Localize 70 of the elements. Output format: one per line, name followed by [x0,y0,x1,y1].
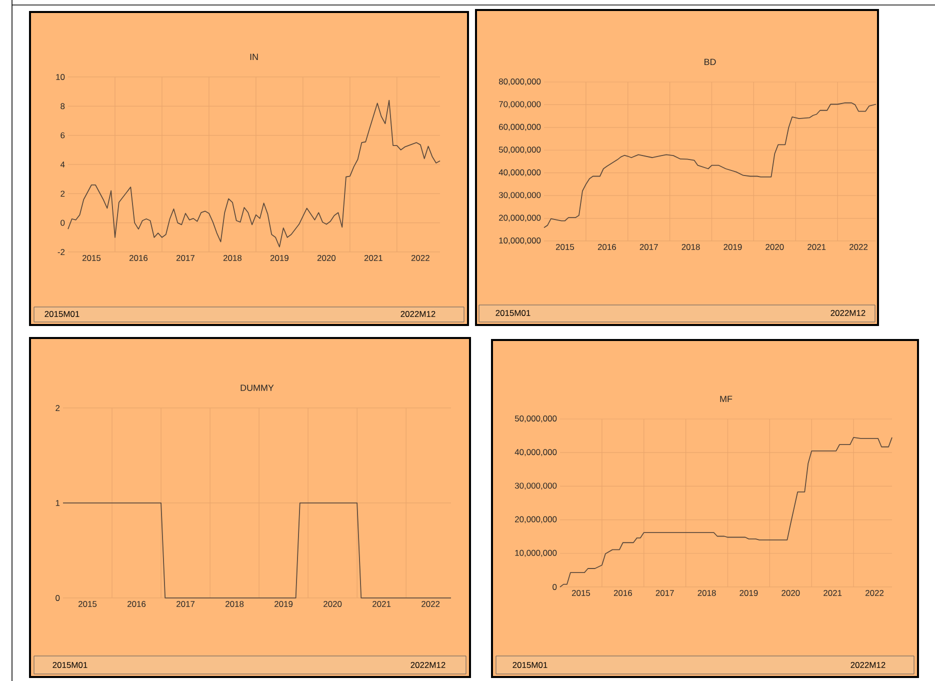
text: 2015M01 [52,662,88,668]
y-tick-label: 10,000,000 [515,550,557,557]
x-tick-label: 2021 [808,244,826,250]
y-tick-label: 1 [56,500,60,506]
y-tick-label: 4 [60,162,65,168]
line-series [544,102,876,228]
x-tick-label: 2015 [82,255,101,261]
y-tick-label: 50,000,000 [514,415,557,422]
text: 2015M01 [496,310,530,316]
y-tick-label: 10,000,000 [499,237,541,244]
x-tick-label: 2016 [128,601,146,607]
x-tick-label: 2016 [129,255,148,261]
x-tick-label: 2022 [866,590,884,596]
chart-title: BD [704,58,716,65]
x-tick-label: 2020 [324,601,342,607]
x-tick-label: 2021 [364,255,382,261]
x-tick-label: 2017 [176,601,195,607]
text: 2022M12 [850,662,886,668]
y-tick-label: 0 [60,220,65,226]
x-tick-label: 2021 [372,601,391,607]
x-tick-label: 2022 [850,244,868,250]
x-tick-label: 2018 [223,255,242,261]
y-tick-label: 6 [60,132,65,138]
x-tick-label: 2018 [226,601,244,607]
x-tick-label: 2020 [782,590,800,596]
text: 2015M01 [512,662,548,668]
text: 2022M12 [410,662,446,668]
text: 2022M12 [400,310,436,317]
x-tick-label: 2022 [411,255,430,261]
x-tick-label: 2017 [176,255,194,261]
y-tick-label: 8 [60,103,65,110]
y-tick-label: 2 [56,405,60,411]
x-tick-label: 2016 [598,244,616,250]
y-tick-label: 20,000,000 [515,516,557,524]
y-tick-label: 0 [552,584,557,590]
y-tick-label: 2 [60,190,65,197]
y-tick-label: 30,000,000 [514,482,557,490]
y-tick-label: 60,000,000 [499,124,541,131]
x-tick-label: 2015 [78,601,97,607]
y-tick-label: -2 [58,249,65,255]
text: 2022M12 [830,310,866,316]
y-tick-label: 10 [56,74,65,80]
chart-title: IN [250,54,258,60]
x-tick-label: 2016 [614,590,632,596]
x-tick-label: 2017 [656,590,674,596]
y-tick-label: 30,000,000 [498,192,541,200]
y-tick-label: 80,000,000 [498,78,541,86]
x-tick-label: 2019 [270,255,288,261]
x-tick-label: 2020 [317,255,336,261]
line-series [68,100,440,248]
text: 2015M01 [44,310,80,317]
x-tick-label: 2020 [766,244,784,250]
x-tick-label: 2015 [556,244,574,250]
x-tick-label: 2022 [422,601,440,607]
x-tick-label: 2018 [698,590,716,596]
y-tick-label: 40,000,000 [514,449,557,456]
chart-title: MF [720,396,732,402]
y-tick-label: 0 [56,594,60,601]
y-tick-label: 70,000,000 [499,101,541,108]
y-tick-label: 20,000,000 [499,214,541,222]
x-tick-label: 2017 [640,244,658,250]
x-tick-label: 2021 [824,590,842,596]
x-tick-label: 2019 [274,601,293,607]
y-tick-label: 50,000,000 [498,146,541,154]
y-tick-label: 40,000,000 [498,169,541,176]
x-tick-label: 2015 [572,590,590,596]
chart-title: DUMMY [240,384,274,391]
x-tick-label: 2019 [724,244,742,250]
x-tick-label: 2018 [682,244,700,250]
x-tick-label: 2019 [740,590,758,596]
